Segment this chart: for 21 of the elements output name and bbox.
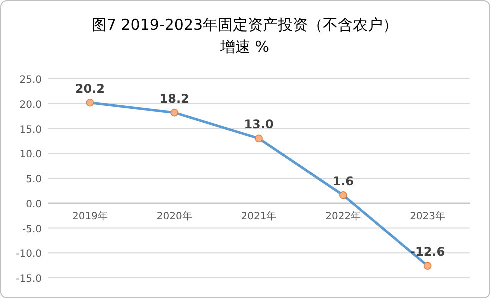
y-tick-label: 20.0 xyxy=(20,100,42,111)
data-label: 20.2 xyxy=(75,82,106,96)
y-tick-label: 25.0 xyxy=(20,75,42,86)
y-tick-label: -5.0 xyxy=(22,224,42,236)
data-label: 13.0 xyxy=(244,118,274,132)
y-tick-label: -10.0 xyxy=(16,249,42,260)
y-tick-label: -15.0 xyxy=(16,274,42,285)
x-tick-label: 2020年 xyxy=(156,210,192,222)
y-tick-label: 15.0 xyxy=(20,124,42,136)
x-tick-label: 2022年 xyxy=(326,210,362,222)
x-tick-label: 2019年 xyxy=(72,210,108,222)
chart-title: 图7 2019-2023年固定资产投资（不含农户） xyxy=(92,16,398,34)
data-label: 18.2 xyxy=(160,92,190,106)
y-tick-label: 5.0 xyxy=(26,174,42,186)
y-tick-label: 10.0 xyxy=(20,150,42,161)
y-tick-label: 0.0 xyxy=(26,199,42,210)
data-label: 1.6 xyxy=(332,174,354,188)
data-label: -12.6 xyxy=(410,245,446,260)
x-tick-label: 2023年 xyxy=(410,210,446,222)
chart-subtitle: 增速 % xyxy=(219,38,270,56)
x-tick-label: 2021年 xyxy=(241,210,277,222)
